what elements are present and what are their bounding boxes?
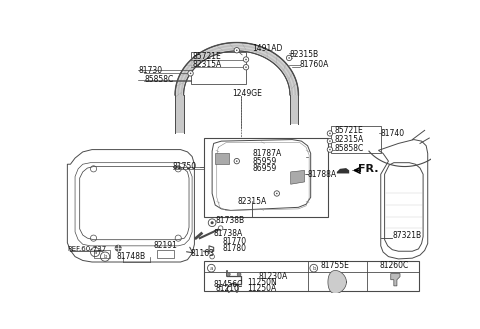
Text: 81230A: 81230A	[258, 272, 288, 281]
Text: 11250A: 11250A	[248, 284, 277, 293]
Text: 81780: 81780	[223, 244, 247, 253]
Bar	[94, 250, 110, 258]
Text: 82191: 82191	[154, 241, 178, 250]
Bar	[157, 250, 174, 258]
Circle shape	[188, 71, 193, 76]
Text: 1249GE: 1249GE	[232, 89, 262, 98]
Text: 87321B: 87321B	[392, 231, 421, 240]
Circle shape	[288, 57, 290, 59]
Polygon shape	[291, 170, 304, 184]
Text: 11250N: 11250N	[248, 278, 277, 287]
Bar	[191, 52, 246, 84]
Circle shape	[211, 221, 214, 224]
Text: 82315A: 82315A	[335, 135, 364, 144]
Polygon shape	[175, 42, 299, 95]
Circle shape	[245, 66, 247, 68]
Circle shape	[234, 48, 240, 53]
Circle shape	[274, 191, 279, 196]
Polygon shape	[215, 153, 229, 164]
Circle shape	[329, 140, 331, 142]
Circle shape	[227, 272, 230, 276]
Text: REF.60-737: REF.60-737	[67, 246, 107, 252]
Text: b: b	[103, 254, 107, 259]
Text: 82315B: 82315B	[289, 50, 318, 59]
Text: 85858C: 85858C	[335, 144, 364, 153]
Text: 81760A: 81760A	[300, 61, 329, 69]
Text: 81770: 81770	[223, 237, 247, 246]
Text: 81738A: 81738A	[214, 229, 243, 238]
Text: FR.: FR.	[358, 164, 378, 174]
Circle shape	[218, 226, 223, 230]
Circle shape	[236, 160, 238, 162]
Circle shape	[234, 159, 240, 164]
Text: 81750: 81750	[173, 162, 197, 171]
Circle shape	[245, 59, 247, 60]
Polygon shape	[337, 168, 349, 173]
Circle shape	[236, 49, 238, 51]
Text: 85858C: 85858C	[144, 75, 174, 84]
Text: 86959: 86959	[252, 164, 276, 173]
Polygon shape	[328, 270, 347, 293]
Polygon shape	[290, 95, 299, 124]
Bar	[332, 126, 381, 153]
Text: 82315A: 82315A	[238, 197, 267, 206]
Circle shape	[329, 149, 331, 150]
Polygon shape	[391, 273, 400, 286]
Text: 81260C: 81260C	[380, 261, 409, 269]
Circle shape	[327, 139, 333, 144]
Text: 81456C: 81456C	[214, 280, 243, 289]
Bar	[204, 261, 419, 291]
Text: a: a	[210, 266, 213, 271]
Text: 81730: 81730	[138, 66, 162, 75]
Circle shape	[115, 245, 121, 251]
Text: 82315A: 82315A	[192, 60, 221, 69]
Text: 81738B: 81738B	[215, 216, 244, 225]
Text: 81163: 81163	[191, 249, 215, 258]
Text: 85721E: 85721E	[192, 52, 221, 61]
Text: 85959: 85959	[252, 157, 276, 165]
Circle shape	[243, 57, 249, 62]
Text: b: b	[312, 266, 315, 271]
Circle shape	[287, 55, 292, 61]
Circle shape	[327, 147, 333, 152]
Circle shape	[208, 219, 216, 227]
Circle shape	[327, 131, 333, 136]
Circle shape	[276, 193, 277, 194]
Text: 81210: 81210	[215, 285, 239, 293]
Text: 1491AD: 1491AD	[252, 44, 283, 53]
Text: a: a	[93, 249, 97, 255]
Circle shape	[237, 272, 241, 276]
Text: 81787A: 81787A	[252, 149, 281, 158]
Text: 81748B: 81748B	[117, 252, 146, 261]
Polygon shape	[175, 95, 184, 134]
Bar	[204, 138, 328, 216]
Circle shape	[190, 73, 192, 74]
Text: 81788A: 81788A	[308, 170, 337, 179]
Circle shape	[243, 64, 249, 70]
Circle shape	[329, 133, 331, 134]
Text: 85721E: 85721E	[335, 126, 363, 135]
Text: 81755E: 81755E	[321, 261, 349, 269]
Text: 81740: 81740	[381, 129, 405, 138]
